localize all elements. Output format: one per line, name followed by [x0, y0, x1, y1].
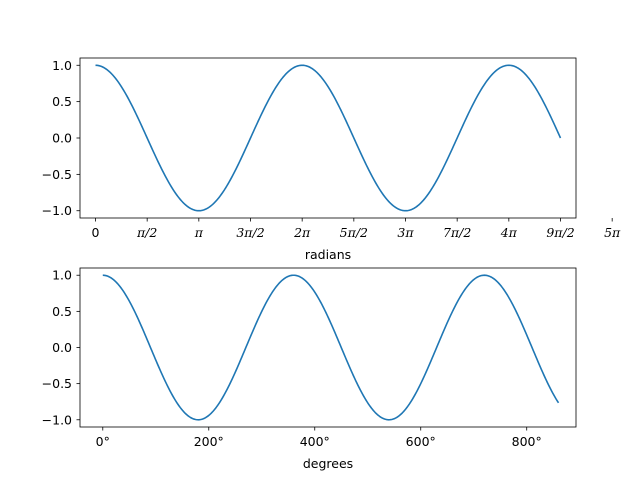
top-y-ticks: 1.0 0.5 0.0 −0.5 −1.0: [42, 58, 80, 218]
bottom-y-tick-label: −1.0: [42, 412, 72, 427]
bottom-axes-degrees: 0° 200° 400° 600° 800° 1.0 0.5 0.0 −0.5 −1.0 deg…: [42, 267, 577, 471]
top-x-axis-label: radians: [305, 247, 351, 262]
top-x-tick-label: π: [194, 225, 204, 240]
top-x-tick-label: 5π: [604, 225, 621, 240]
bottom-x-axis-label: degrees: [303, 456, 353, 471]
top-y-tick-label: 0.0: [52, 131, 72, 146]
top-y-tick-label: −1.0: [42, 203, 72, 218]
top-y-tick-label: 1.0: [52, 58, 72, 73]
bottom-y-tick-label: 0.0: [52, 340, 72, 355]
bottom-x-tick-label: 800°: [512, 434, 542, 449]
top-x-tick-label: π/2: [136, 225, 157, 240]
top-y-tick-label: −0.5: [42, 167, 72, 182]
top-plot-marks: [95, 64, 562, 212]
bottom-x-tick-label: 200°: [194, 434, 224, 449]
top-axes-radians: 0 π/2 π 3π/2 2π 5π/2 3π 7π/2 4π 9π/2 5π 1.0 0.5 0.0 −…: [42, 57, 621, 262]
top-x-tick-label: 3π/2: [236, 225, 264, 240]
bottom-x-tick-label: 600°: [406, 434, 436, 449]
top-x-tick-label: 2π: [293, 225, 311, 240]
bottom-plot-marks: [102, 274, 560, 421]
bottom-y-tick-label: −0.5: [42, 376, 72, 391]
top-x-tick-label: 4π: [500, 225, 518, 240]
bottom-x-ticks: 0° 200° 400° 600° 800°: [96, 427, 542, 449]
top-x-tick-label: 3π: [397, 225, 414, 240]
top-x-ticks: 0 π/2 π 3π/2 2π 5π/2 3π 7π/2 4π 9π/2 5π: [92, 218, 621, 240]
top-x-tick-label: 9π/2: [546, 225, 574, 240]
bottom-x-tick-label: 400°: [300, 434, 330, 449]
top-series-line-0: [95, 64, 562, 212]
bottom-series-line-0: [102, 274, 560, 421]
top-x-tick-label: 5π/2: [340, 225, 368, 240]
bottom-x-tick-label: 0°: [96, 434, 110, 449]
top-x-tick-label: 0: [92, 225, 100, 240]
top-y-tick-label: 0.5: [52, 94, 72, 109]
top-x-tick-label: 7π/2: [443, 225, 471, 240]
bottom-y-ticks: 1.0 0.5 0.0 −0.5 −1.0: [42, 268, 80, 427]
bottom-y-tick-label: 0.5: [52, 304, 72, 319]
bottom-y-tick-label: 1.0: [52, 268, 72, 283]
